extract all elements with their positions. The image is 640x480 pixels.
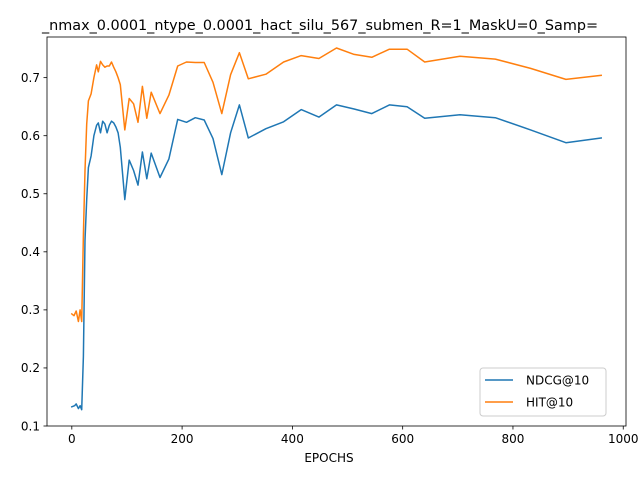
legend: NDCG@10 HIT@10 [479, 367, 607, 417]
chart-title: _nmax_0.0001_ntype_0.0001_hact_silu_567_… [41, 18, 598, 34]
y-tick-label: 0.7 [21, 71, 40, 85]
plot-area [70, 47, 603, 411]
x-tick-label: 600 [391, 432, 414, 446]
y-tick-label: 0.6 [21, 129, 40, 143]
legend-label-hit: HIT@10 [526, 396, 573, 410]
axes: 0 200 400 600 800 1000 0.1 0.2 0.3 0.4 0.5 0.6 0.7 [21, 36, 639, 446]
y-tick-label: 0.2 [21, 361, 40, 375]
x-tick-label: 200 [171, 432, 194, 446]
series-line-ndcg-10 [70, 104, 603, 411]
y-tick-label: 0.3 [21, 303, 40, 317]
x-tick-label: 0 [68, 432, 76, 446]
series-line-hit-10 [70, 47, 603, 323]
x-tick-label: 1000 [608, 432, 639, 446]
legend-label-ndcg: NDCG@10 [526, 374, 589, 388]
y-tick-label: 0.4 [21, 245, 40, 259]
x-axis-label: EPOCHS [304, 451, 353, 465]
x-tick-label: 400 [281, 432, 304, 446]
y-tick-label: 0.1 [21, 419, 40, 433]
y-tick-label: 0.5 [21, 187, 40, 201]
x-tick-label: 800 [502, 432, 525, 446]
axes-frame [46, 36, 627, 427]
